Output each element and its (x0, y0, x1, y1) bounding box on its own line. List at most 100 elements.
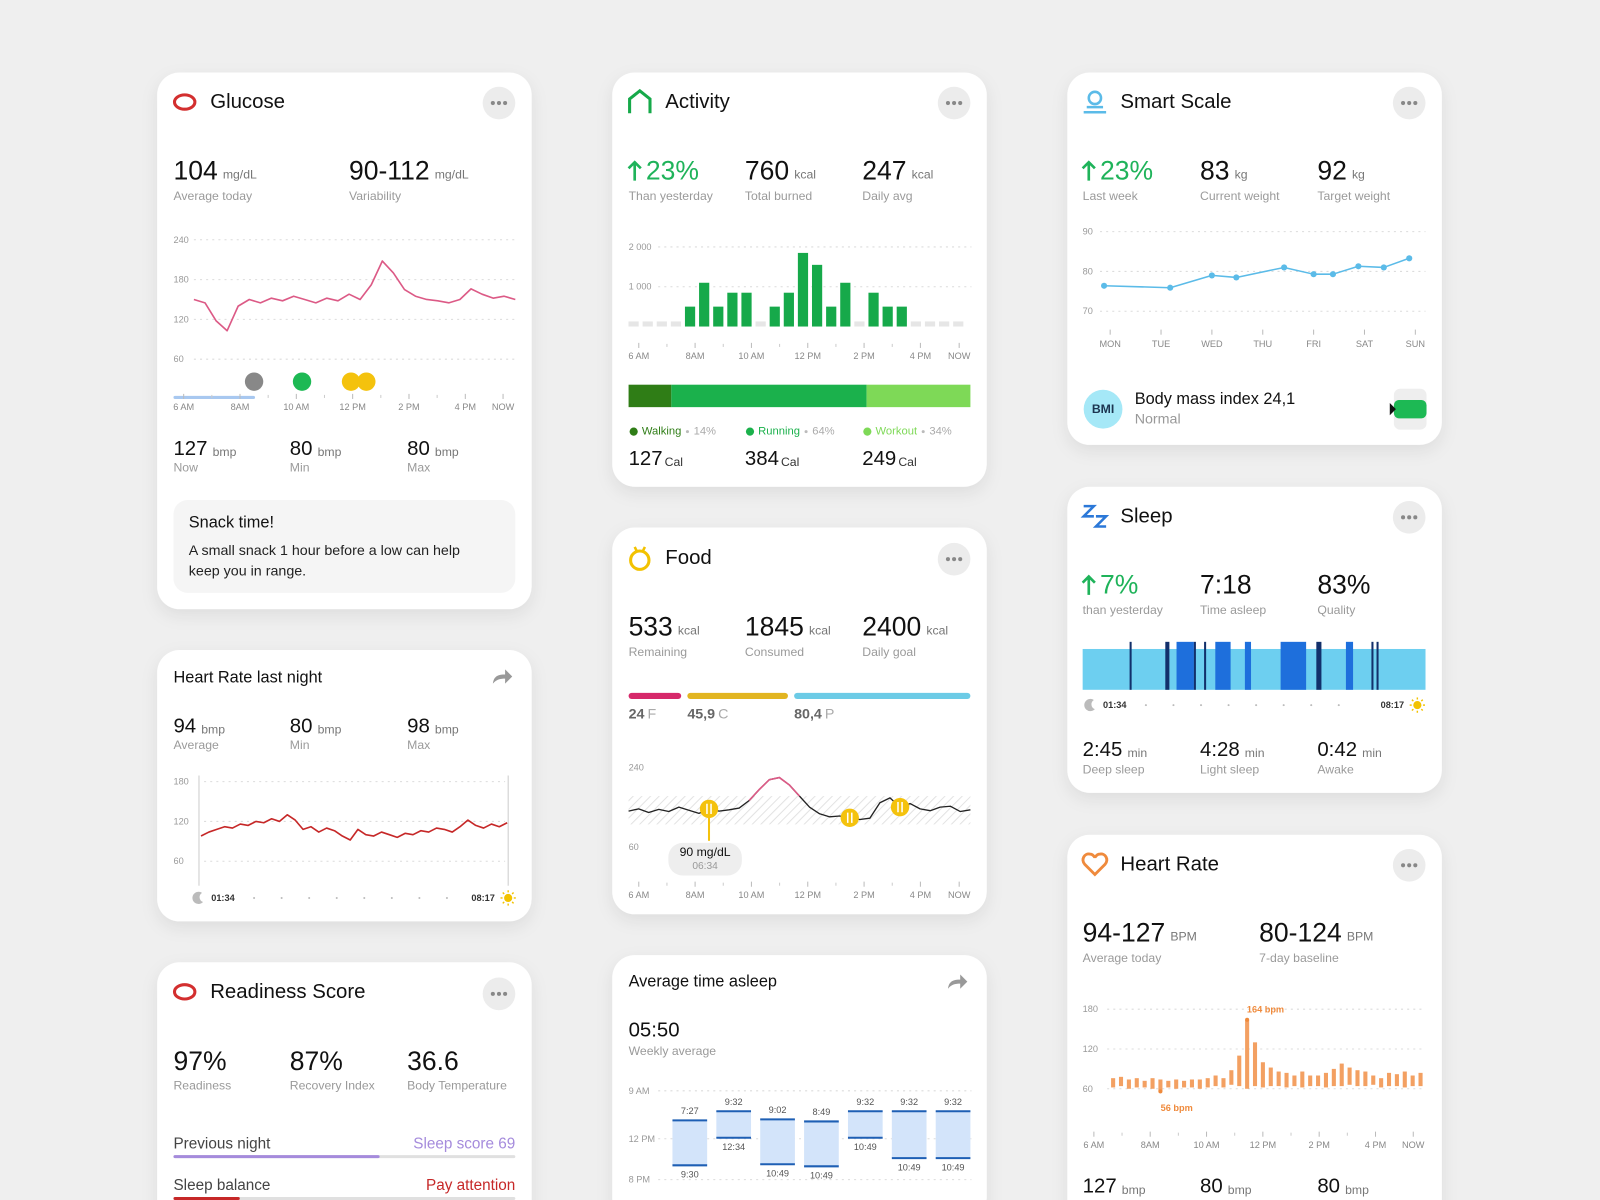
note-text: keep you in range. (189, 563, 306, 579)
bar-start: 9:02 (769, 1105, 787, 1115)
x-tick-label: 2 PM (853, 351, 874, 361)
card (157, 72, 532, 610)
range-bar (1371, 1075, 1376, 1085)
card-title: Heart Rate last night (173, 669, 322, 687)
toggle-fill (1393, 400, 1427, 419)
stat-label: Daily goal (862, 645, 916, 659)
event-icon (292, 372, 312, 391)
trend-arrow (1081, 160, 1096, 181)
share-button[interactable] (947, 974, 968, 989)
card-icon (628, 88, 652, 114)
bar-empty (924, 321, 936, 327)
bar (826, 306, 837, 327)
x-tick-label: MON (1099, 339, 1120, 349)
bar-empty (755, 321, 766, 327)
range-bar (1189, 1079, 1194, 1088)
row-label: Sleep balance (173, 1177, 270, 1194)
point (1208, 272, 1215, 279)
range-bar (1347, 1067, 1352, 1085)
time-dot (1172, 704, 1175, 707)
x-tick-label: SAT (1356, 339, 1374, 349)
meal-fork (897, 802, 903, 813)
x-tick-label: 6 AM (628, 351, 649, 361)
stat-value: 87% (290, 1046, 343, 1076)
start-time: 01:34 (211, 893, 235, 903)
sleep-bar (804, 1121, 839, 1167)
bar-end: 10:49 (942, 1162, 965, 1172)
bar-end: 9:30 (681, 1169, 699, 1179)
time-dot (390, 896, 393, 899)
more-dot (958, 557, 963, 562)
range-bar (1260, 1062, 1265, 1088)
macro-name: C (718, 706, 728, 722)
share-button[interactable] (492, 669, 513, 684)
card-icon (1080, 504, 1110, 528)
stat-label: Time asleep (1200, 603, 1266, 617)
sleep-bar (760, 1119, 795, 1165)
more-dot (503, 101, 508, 106)
bar-start: 7:27 (681, 1106, 699, 1116)
x-tick-label: 10 AM (1194, 1140, 1220, 1150)
more-dot (1413, 101, 1418, 106)
event-icon (357, 372, 376, 391)
stat-unit: bmp (1345, 1183, 1369, 1197)
calories-value: 384 (745, 448, 779, 470)
stat-value: 760 (745, 155, 789, 185)
y-tick-label: 12 PM (629, 1134, 656, 1144)
bar-empty (939, 321, 950, 327)
time-dot (335, 896, 338, 899)
x-tick-label: WED (1201, 339, 1223, 349)
hypnogram-phase (1204, 641, 1207, 690)
stat-value: 127 (1083, 1176, 1117, 1198)
max-point (1245, 1017, 1250, 1022)
progress-track (173, 1196, 516, 1200)
stat-value: 247 (862, 155, 906, 185)
end-time: 08:17 (1381, 700, 1404, 710)
line (200, 813, 508, 841)
sleep-bar (716, 1111, 752, 1138)
stat-value: 05:50 (629, 1020, 680, 1042)
bar-start: 9:32 (944, 1097, 962, 1107)
share-segment (866, 384, 971, 408)
sun-ray (502, 901, 505, 904)
x-tick-label: TUE (1152, 339, 1170, 349)
range-bar (1394, 1074, 1399, 1087)
row-label: Previous night (173, 1135, 271, 1152)
stat-unit: bmp (318, 723, 342, 737)
stat-value: 127 (173, 438, 207, 460)
range-bar (1134, 1078, 1139, 1088)
y-tick-label: 60 (629, 842, 639, 852)
legend-dot (863, 427, 872, 436)
range-bar (1174, 1079, 1179, 1089)
stat-unit: mg/dL (435, 167, 469, 181)
note-text: A small snack 1 hour before a low can he… (189, 543, 460, 559)
stat-value: 80 (407, 438, 430, 460)
tooltip-time: 06:34 (692, 861, 718, 872)
more-dot (490, 101, 495, 106)
x-tick-label: 8AM (1141, 1140, 1160, 1150)
legend-dot (629, 427, 638, 436)
bar-start: 9:32 (900, 1097, 918, 1107)
point (1281, 264, 1288, 271)
time-dot (253, 896, 256, 899)
stat-unit: kcal (912, 167, 934, 181)
bar (868, 292, 879, 327)
y-tick-label: 180 (1083, 1004, 1098, 1014)
legend-name: Running (758, 426, 800, 438)
time-dot (308, 896, 311, 899)
stat-label: Average (173, 738, 219, 752)
more-dot (1407, 863, 1412, 868)
point (1329, 271, 1337, 278)
stat-value: 80 (1200, 1176, 1223, 1198)
target-range (628, 796, 971, 825)
meal-fork (846, 812, 853, 823)
stat-label: Last week (1083, 189, 1139, 203)
sun-ray (1411, 699, 1414, 702)
x-tick-label: 4 PM (910, 351, 931, 361)
more-dot (1401, 101, 1406, 106)
hypnogram-phase (1376, 641, 1379, 690)
legend-name: Workout (876, 426, 918, 438)
stat-unit: bmp (213, 445, 237, 459)
range-bar (1331, 1068, 1336, 1087)
x-tick-label: 2 PM (398, 402, 419, 412)
